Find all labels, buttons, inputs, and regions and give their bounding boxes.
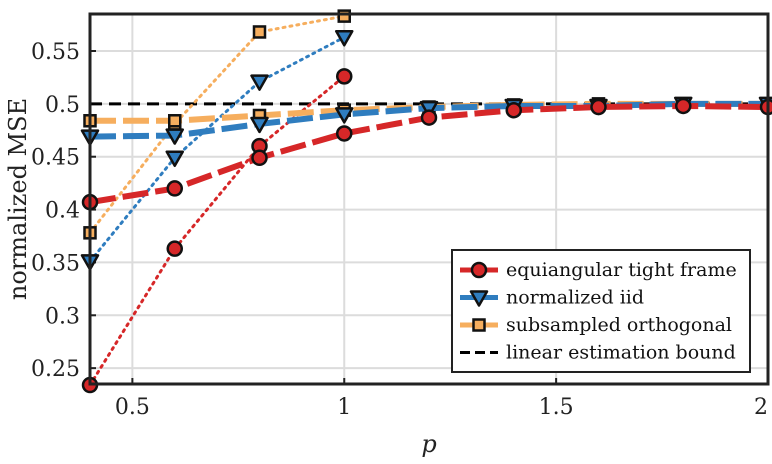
data-point <box>250 116 269 134</box>
y-tick-label: 0.55 <box>31 40 80 65</box>
legend-item: equiangular tight frame <box>460 259 737 281</box>
y-tick-label: 0.4 <box>45 199 80 224</box>
data-point <box>166 180 183 197</box>
data-point <box>505 101 522 119</box>
data-point <box>251 149 268 167</box>
x-tick-label: 2 <box>754 395 768 420</box>
x-tick-label: 1.5 <box>539 395 574 420</box>
legend-marker <box>472 318 486 332</box>
legend-box <box>451 249 751 373</box>
data-point <box>166 240 183 257</box>
y-tick-labels: 0.25 0.3 0.35 0.4 0.45 0.5 0.55 <box>31 40 80 382</box>
series-line <box>88 74 346 387</box>
legend-marker <box>469 290 489 307</box>
plot-frame <box>88 12 770 386</box>
data-point <box>168 114 182 128</box>
legend-label: subsampled orthogonal <box>506 314 732 336</box>
x-axis-label: p <box>421 430 436 458</box>
data-point <box>590 98 607 116</box>
y-tick-label: 0.5 <box>45 93 80 118</box>
data-point <box>250 74 269 91</box>
series-3 <box>80 30 354 271</box>
legend-item: subsampled orthogonal <box>460 314 732 336</box>
data-point <box>420 109 438 126</box>
data-point <box>335 107 354 124</box>
data-point <box>336 68 353 85</box>
legend-label: equiangular tight frame <box>506 259 737 281</box>
data-point <box>419 100 439 118</box>
series-line <box>88 35 346 263</box>
data-point <box>165 150 184 168</box>
y-tick-label: 0.25 <box>31 357 80 382</box>
series-0 <box>81 97 772 211</box>
y-axis-label: normalized MSE <box>4 98 32 300</box>
data-point <box>165 128 184 145</box>
y-tick-label: 0.45 <box>31 146 80 171</box>
data-point <box>335 30 354 47</box>
x-tick-label: 1 <box>337 395 351 420</box>
series-1 <box>81 68 353 394</box>
x-tick-label: 0.5 <box>115 395 150 420</box>
legend-item: normalized iid <box>460 287 644 309</box>
legend-label: normalized iid <box>506 287 644 309</box>
y-tick-label: 0.35 <box>31 251 80 276</box>
legend: equiangular tight frame normalized iid sub… <box>451 249 751 373</box>
data-point <box>336 125 353 142</box>
series-group <box>80 9 772 394</box>
legend-item: linear estimation bound <box>460 342 736 364</box>
series-line <box>88 14 346 235</box>
y-tick-label: 0.3 <box>45 304 80 329</box>
x-tick-labels: 0.5 1 1.5 2 <box>115 395 768 420</box>
data-point <box>252 25 267 39</box>
data-point <box>675 97 692 115</box>
legend-label: linear estimation bound <box>506 342 736 364</box>
data-point <box>337 9 351 23</box>
legend-marker <box>470 261 488 279</box>
